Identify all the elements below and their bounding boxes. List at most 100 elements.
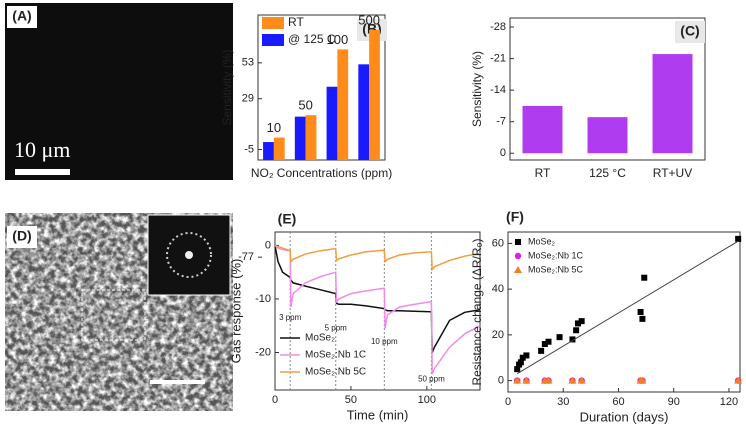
point [638,376,647,384]
y-tick-label: -21 [490,52,506,64]
y-axis-label: Gas response (%) [228,259,243,364]
point [522,376,531,384]
scale-bar [15,169,70,175]
x-tick-label: RT+UV [653,166,692,180]
bar [522,105,563,154]
y-tick-label: 20 [492,329,504,341]
point [513,376,522,384]
panel-line: 0 -10 -20 0 50 100 Gas response (%) Time (min) (… [228,211,481,422]
point [734,376,743,384]
y-tick-label: -7 [496,116,506,128]
y-tick-label: 53 [242,57,254,69]
bar [273,137,285,160]
x-axis-label: Time (min) [347,407,409,422]
legend-label: @ 125 C [288,32,336,46]
y-axis-label: Sensitivity (%) [220,49,234,125]
panel-label: (E) [278,211,297,227]
line [274,244,481,375]
bar [263,142,274,160]
point [544,376,553,384]
point [541,341,548,347]
legend-label: MoSe₂ [528,236,556,246]
y-tick-label: 0 [500,147,506,159]
label-box [7,6,37,28]
legend-marker [514,266,522,273]
y-axis-label: Sensitivity (%) [470,51,484,127]
x-tick-label: RT [535,166,551,180]
category-label: 100 [327,32,349,47]
legend-swatch [262,34,284,46]
panel-scatter: 0 20 40 60 0 30 60 90 120 Resistance change (ΔR/R… [470,209,743,424]
sem-texture [5,3,233,180]
bar [369,29,380,160]
annotation: 3 ppm [279,313,302,322]
legend-label: MoSe₂ [305,333,335,344]
panel-a: (A) 10 μm [5,3,233,180]
bar [652,54,693,154]
x-tick-label: 60 [612,396,624,408]
panel-d: (D) [5,213,233,411]
legend-label: RT [288,15,304,29]
point [556,334,563,341]
x-tick-label: 125 °C [589,166,626,180]
legend-marker [515,239,521,245]
bar [294,116,306,160]
point [569,336,576,343]
point [538,347,545,354]
legend-swatch [262,17,284,29]
label-box [675,21,705,43]
axis-frame [274,231,481,391]
line [274,244,481,272]
fit-line [516,240,739,375]
point [578,318,585,325]
point [514,366,521,373]
point [517,359,524,366]
fft-ring [166,232,212,278]
point [637,309,644,315]
y-axis-label: Resistance change (ΔR/R₀) [470,238,484,385]
point [639,315,646,322]
y-tick-label: -20 [255,346,271,358]
point [574,320,581,327]
axis-frame [507,231,741,393]
x-tick-label: 0 [272,394,278,406]
scale-bar-label: 10 μm [14,137,70,162]
point [735,235,742,242]
y-tick-label: 0 [498,374,504,386]
category-label: 10 [267,120,281,135]
category-label: 50 [298,98,312,113]
fft-center [185,251,193,259]
scale-bar [150,380,205,384]
x-tick-label: 100 [418,394,436,406]
category-label: 500 [358,12,380,27]
point [545,338,552,345]
point [641,274,648,281]
panel-bar: -5 29 53 -77 Sensitivity (%) NO₂ Concentratio… [220,12,392,263]
point [519,354,526,361]
legend-marker [514,252,522,260]
legend-label: MoSe₂:Nb 1C [528,250,584,260]
x-axis-label: NO₂ Concentrations (ppm) [251,166,392,180]
bar [358,64,370,160]
label-box [7,226,37,248]
zoom-box [81,289,146,341]
panel-label: (D) [12,228,31,244]
x-tick-label: 120 [720,396,738,408]
panel-label: (F) [506,209,524,225]
axis-frame [509,17,706,161]
legend-label: MoSe₂:Nb 5C [305,367,366,378]
x-tick-label: 0 [505,396,511,408]
y-tick-label: -10 [255,293,271,305]
bar [326,86,338,160]
x-axis-label: Duration (days) [580,409,669,424]
point [573,327,580,334]
annotation: 10 ppm [371,337,398,346]
y-tick-label: 0 [265,239,271,251]
panel-bar: 0 -7 -14 -21 -28 Sensitivity (%) (C) RT 125 °C RT… [470,17,706,180]
y-tick-label: -14 [490,84,506,96]
annotation: 5 ppm [325,324,348,333]
annotation: 50 ppm [418,374,445,383]
y-tick-label: 29 [242,93,254,105]
panel-label: (A) [12,8,31,24]
